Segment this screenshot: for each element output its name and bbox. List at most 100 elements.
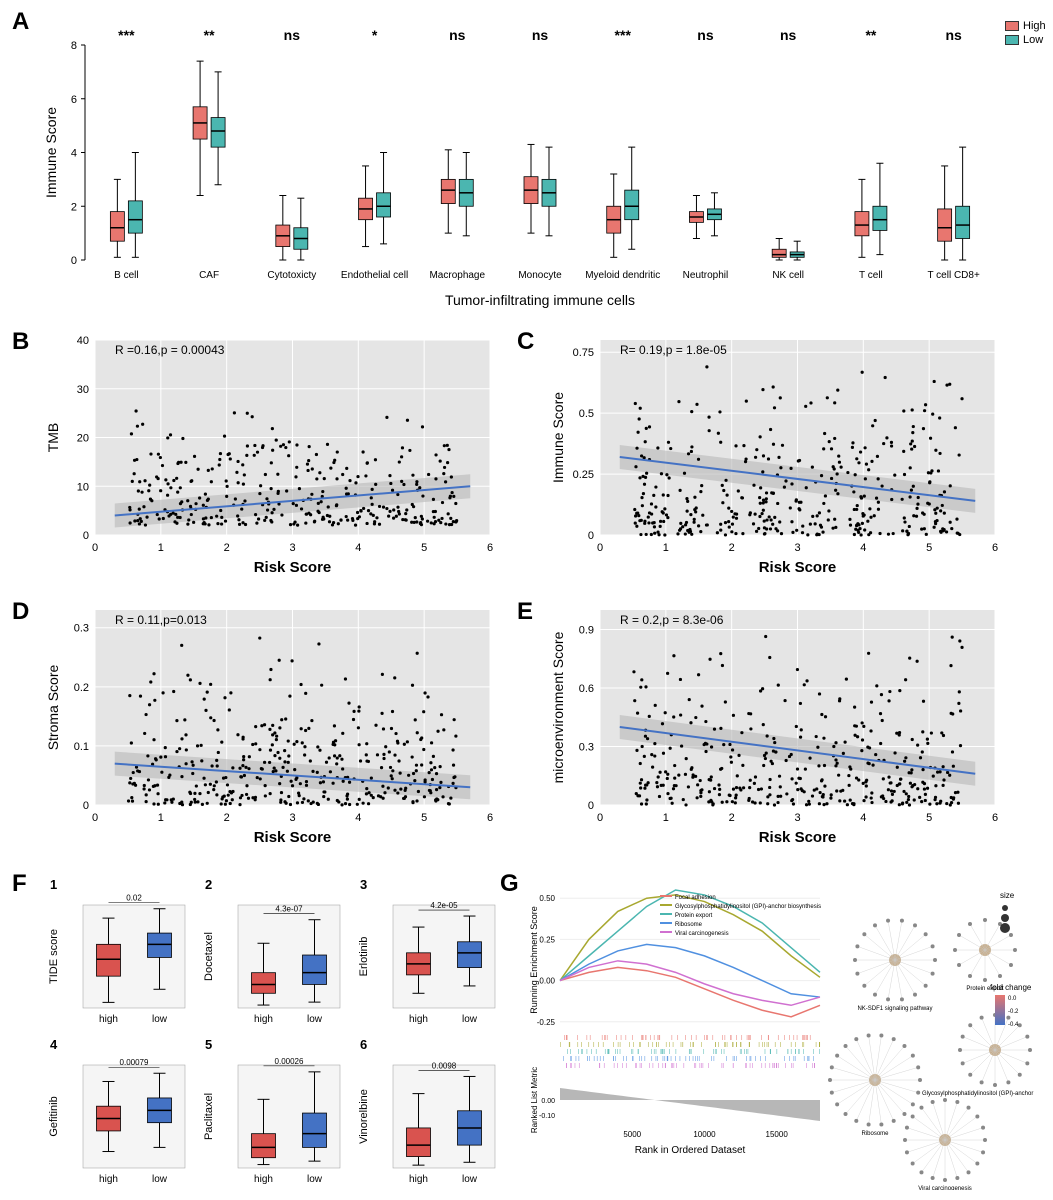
svg-text:0.02: 0.02 [126,894,142,903]
svg-text:0.00: 0.00 [539,977,555,986]
svg-text:R = 0.2,p = 8.3e-06: R = 0.2,p = 8.3e-06 [620,613,724,627]
svg-text:6: 6 [71,94,77,106]
svg-text:20: 20 [77,433,89,445]
svg-text:4.3e-07: 4.3e-07 [275,905,303,914]
panel-e-label: E [517,598,533,626]
svg-text:5000: 5000 [623,1130,641,1139]
svg-text:Endothelial cell: Endothelial cell [341,270,408,281]
svg-text:2: 2 [729,812,735,824]
svg-text:**: ** [865,27,876,43]
svg-text:Risk Score: Risk Score [254,559,332,576]
svg-text:0: 0 [92,812,98,824]
svg-text:Gefitinib: Gefitinib [48,1096,60,1136]
svg-text:high: high [409,1014,428,1025]
svg-text:0: 0 [71,255,77,267]
svg-text:-0.2: -0.2 [1008,1009,1019,1015]
svg-text:**: ** [204,27,215,43]
svg-text:0.0098: 0.0098 [432,1061,457,1070]
svg-text:Ranked List Metric: Ranked List Metric [530,1067,539,1133]
svg-text:4: 4 [71,148,77,160]
svg-text:1: 1 [158,812,164,824]
svg-text:Docetaxel: Docetaxel [203,932,215,981]
svg-text:CAF: CAF [199,270,219,281]
svg-text:TIDE score: TIDE score [48,929,60,984]
svg-text:3: 3 [794,812,800,824]
svg-text:Immune Score: Immune Score [550,392,566,483]
panel-g-label: G [500,870,519,898]
svg-text:Viral carcinogenesis: Viral carcinogenesis [675,931,729,937]
svg-text:NK-SDF1 signaling pathway: NK-SDF1 signaling pathway [857,1006,932,1012]
svg-text:1: 1 [158,542,164,554]
svg-text:Risk Score: Risk Score [254,829,332,846]
svg-text:Ribosome: Ribosome [675,922,703,928]
svg-text:30: 30 [77,384,89,396]
panel-b-label: B [12,328,29,356]
svg-text:2: 2 [224,542,230,554]
svg-text:***: *** [118,27,135,43]
svg-text:6: 6 [487,542,493,554]
svg-text:-0.4: -0.4 [1008,1022,1019,1028]
svg-text:5: 5 [926,812,932,824]
svg-text:T cell: T cell [859,270,883,281]
svg-text:Paclitaxel: Paclitaxel [203,1093,215,1140]
svg-text:high: high [254,1174,273,1185]
svg-text:0: 0 [83,800,89,812]
svg-text:Vinorelbine: Vinorelbine [358,1089,370,1144]
mini-chart-4: 0.00079 Gefitinib high low [45,1050,190,1190]
svg-text:0.6: 0.6 [579,683,594,695]
svg-text:Erlotinib: Erlotinib [358,937,370,977]
svg-text:ns: ns [780,27,797,43]
svg-text:size: size [1000,891,1015,900]
svg-text:high: high [99,1174,118,1185]
svg-text:NK cell: NK cell [772,270,804,281]
svg-text:40: 40 [77,335,89,347]
svg-text:high: high [99,1014,118,1025]
panel-a-legend: High Low [1005,20,1046,48]
svg-text:0.00079: 0.00079 [120,1058,149,1067]
svg-text:Immune Score: Immune Score [43,107,59,198]
svg-text:fold change: fold change [990,983,1032,992]
svg-text:0.25: 0.25 [539,935,555,944]
svg-text:Stroma Score: Stroma Score [45,664,61,750]
svg-text:0.5: 0.5 [579,408,594,420]
svg-text:4: 4 [355,542,361,554]
panel-d-label: D [12,598,29,626]
svg-text:0.50: 0.50 [539,894,555,903]
svg-text:0: 0 [588,530,594,542]
svg-text:low: low [152,1174,168,1185]
scatter-b: 0123456010203040TMBRisk ScoreR =0.16,p =… [40,330,500,580]
svg-text:***: *** [615,27,632,43]
svg-text:R= 0.19,p = 1.8e-05: R= 0.19,p = 1.8e-05 [620,343,727,357]
svg-text:6: 6 [992,812,998,824]
svg-text:Neutrophil: Neutrophil [683,270,729,281]
panel-a-chart: 02468Immune Score***B cell**CAFnsCytotox… [40,20,1000,310]
svg-text:ns: ns [284,27,301,43]
svg-text:Monocyte: Monocyte [518,270,562,281]
panel-g-chart: -0.250.000.250.50Running Enrichment Scor… [525,880,1035,1190]
svg-text:Risk Score: Risk Score [759,829,837,846]
svg-text:-0.10: -0.10 [539,1113,555,1120]
svg-text:3: 3 [289,542,295,554]
svg-text:Protein export: Protein export [675,913,713,919]
svg-text:low: low [152,1014,168,1025]
scatter-e: 012345600.30.60.9microenvironment ScoreR… [545,600,1005,850]
mini-chart-3: 4.2e-05 Erlotinib high low [355,890,500,1030]
svg-text:15000: 15000 [766,1130,789,1139]
svg-text:4.2e-05: 4.2e-05 [430,901,458,910]
svg-text:Rank in Ordered Dataset: Rank in Ordered Dataset [635,1145,746,1156]
svg-text:low: low [462,1014,478,1025]
svg-text:8: 8 [71,40,77,52]
svg-text:Myeloid dendritic: Myeloid dendritic [585,270,660,281]
svg-text:low: low [462,1174,478,1185]
svg-text:B cell: B cell [114,270,138,281]
svg-text:10000: 10000 [693,1130,716,1139]
svg-text:R =0.16,p = 0.00043: R =0.16,p = 0.00043 [115,343,225,357]
svg-text:0.25: 0.25 [573,469,594,481]
svg-text:Viral carcinogenesis: Viral carcinogenesis [918,1186,972,1190]
panel-f-label: F [12,870,27,898]
svg-text:10: 10 [77,481,89,493]
legend-high-label: High [1023,20,1046,32]
svg-text:1: 1 [663,812,669,824]
svg-text:0.9: 0.9 [579,625,594,637]
svg-text:6: 6 [992,542,998,554]
